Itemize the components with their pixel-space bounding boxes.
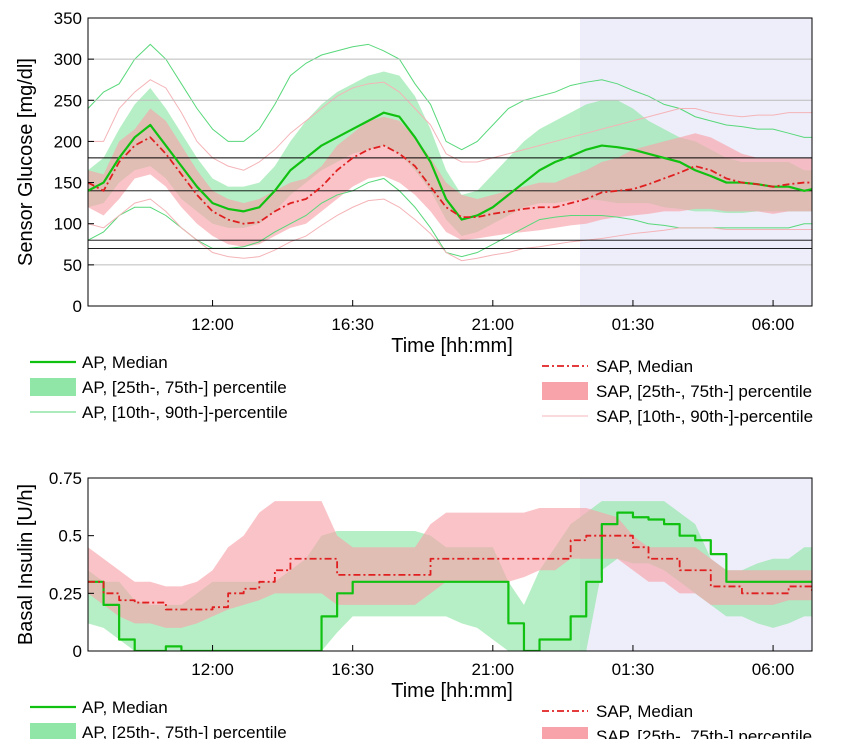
ap-median-line: [88, 111, 812, 221]
y-tick-label: 100: [54, 215, 82, 234]
axes-frame: [87, 17, 813, 307]
x-tick-label: 06:00: [752, 660, 795, 679]
y-tick-label: 250: [54, 91, 82, 110]
x-tick-label: 21:00: [472, 315, 515, 334]
sap-median-line: [88, 136, 812, 225]
ap-band-swatch: [30, 378, 76, 396]
x-axis-label: Time [hh:mm]: [391, 335, 513, 357]
x-tick-label: 16:30: [331, 315, 374, 334]
plot-area: [88, 43, 812, 266]
legend-entry: SAP, [10th-, 90th-]-percentile: [542, 407, 813, 426]
x-axis-label: Time [hh:mm]: [391, 680, 513, 702]
ap-p90-line: [88, 43, 812, 151]
plot-area: [88, 501, 812, 651]
legend-entry: AP, [10th-, 90th-]-percentile: [30, 403, 288, 422]
legend-label: SAP, [10th-, 90th-]-percentile: [596, 407, 813, 426]
legend-label: AP, [25th-, 75th-] percentile: [82, 378, 287, 397]
legend-label: SAP, Median: [596, 357, 693, 376]
chart-1: 0 50 100 150 200 250 300 350 12:00 16:30 21:00 01:3…: [15, 9, 813, 426]
x-tick-label: 16:30: [331, 660, 374, 679]
y-tick-label: 0.25: [49, 584, 82, 603]
legend-label: SAP, Median: [596, 702, 693, 721]
x-tick-label: 06:00: [752, 315, 795, 334]
y-axis-label: Basal Insulin [U/h]: [15, 484, 37, 645]
sap-iqr-band: [88, 501, 812, 628]
y-tick-label: 50: [63, 256, 82, 275]
sap-p10-line: [88, 198, 812, 262]
y-tick-label: 150: [54, 174, 82, 193]
x-tick-label: 01:30: [612, 315, 655, 334]
legend-label: SAP, [25th-, 75th-] percentile: [596, 727, 812, 739]
legend-entry: AP, Median: [30, 353, 168, 372]
legend-label: AP, [25th-, 75th-] percentile: [82, 723, 287, 739]
sap-iqr-band: [88, 108, 812, 247]
ap-band-swatch: [30, 723, 76, 739]
sap-band-swatch: [542, 382, 588, 400]
legend-entry: SAP, Median: [542, 702, 693, 721]
y-axis-label: Sensor Glucose [mg/dl]: [15, 58, 37, 266]
legend-label: AP, [10th-, 90th-]-percentile: [82, 403, 288, 422]
x-tick-label: 01:30: [612, 660, 655, 679]
chart-2: 0 0.25 0.5 0.75 12:00 16:30 21:00 01:30 06:00 Tim…: [15, 469, 813, 739]
y-tick-label: 300: [54, 50, 82, 69]
sap-median-line: [88, 534, 812, 611]
axes-frame: [87, 477, 813, 652]
y-tick-label: 0: [73, 297, 82, 316]
legend-entry: AP, [25th-, 75th-] percentile: [30, 378, 287, 397]
legend-label: AP, Median: [82, 698, 168, 717]
x-tick-label: 12:00: [191, 660, 234, 679]
ap-median-line: [88, 511, 812, 651]
sap-band-swatch: [542, 727, 588, 739]
legend-entry: AP, Median: [30, 698, 168, 717]
y-tick-label: 0.75: [49, 469, 82, 488]
x-tick-label: 12:00: [191, 315, 234, 334]
legend-entry: AP, [25th-, 75th-] percentile: [30, 723, 287, 739]
legend-label: AP, Median: [82, 353, 168, 372]
y-tick-label: 350: [54, 9, 82, 28]
y-tick-label: 0: [73, 642, 82, 661]
legend-entry: SAP, [25th-, 75th-] percentile: [542, 727, 812, 739]
legend-entry: SAP, Median: [542, 357, 693, 376]
x-tick-label: 21:00: [472, 660, 515, 679]
legend-label: SAP, [25th-, 75th-] percentile: [596, 382, 812, 401]
legend-entry: SAP, [25th-, 75th-] percentile: [542, 382, 812, 401]
y-tick-label: 200: [54, 132, 82, 151]
y-tick-label: 0.5: [58, 527, 82, 546]
